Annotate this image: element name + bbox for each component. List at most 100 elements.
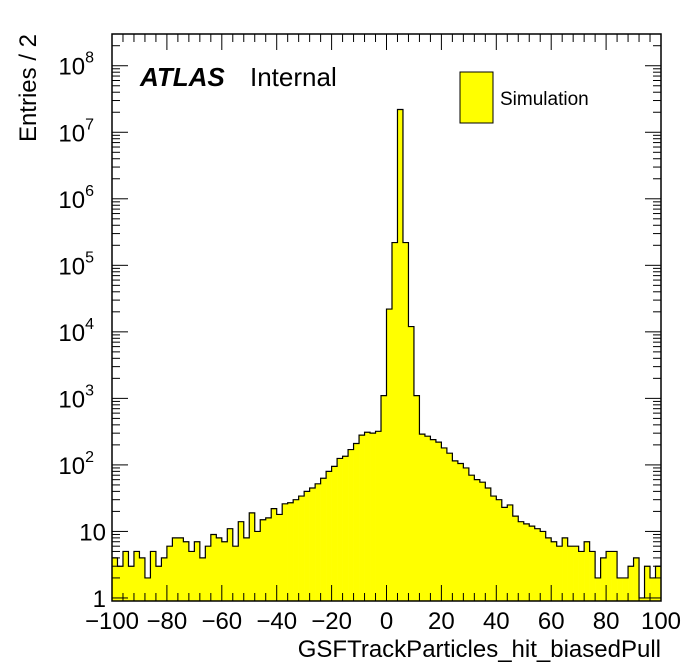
x-tick-labels: −100 −80 −60 −40 −20 0 20 40 60 80 100 bbox=[85, 608, 681, 635]
atlas-label: ATLAS bbox=[139, 62, 225, 92]
y-tick-label: 106 bbox=[58, 183, 94, 214]
histogram-bar bbox=[353, 443, 360, 601]
histogram-bar bbox=[606, 551, 612, 601]
histogram-bar bbox=[199, 557, 206, 601]
histogram-bar bbox=[650, 577, 656, 601]
histogram-bar bbox=[381, 395, 387, 601]
histogram-bar bbox=[584, 541, 590, 601]
histogram-bar bbox=[430, 439, 437, 601]
histogram-bar bbox=[397, 109, 404, 601]
histogram-bar bbox=[227, 528, 234, 601]
histogram-bar bbox=[639, 597, 645, 601]
x-tick-label: 40 bbox=[483, 608, 510, 635]
histogram-bar bbox=[205, 546, 212, 601]
histogram-bar bbox=[331, 466, 338, 601]
histogram-bar bbox=[210, 534, 217, 601]
histogram-bar bbox=[238, 521, 245, 601]
histogram-bar bbox=[446, 453, 453, 601]
x-tick-label: −40 bbox=[256, 608, 297, 635]
histogram-bar bbox=[232, 546, 239, 601]
histogram-outline bbox=[112, 108, 661, 599]
histogram-bar bbox=[633, 557, 640, 601]
histogram-bar bbox=[315, 483, 321, 601]
histogram-bar bbox=[320, 478, 327, 601]
histogram-bar bbox=[370, 433, 376, 601]
histogram-bar bbox=[408, 326, 415, 601]
histogram-bar bbox=[309, 487, 316, 601]
histogram-bar bbox=[342, 456, 349, 601]
histogram-bar bbox=[496, 499, 503, 601]
histogram-bar bbox=[507, 504, 514, 601]
histogram-bar bbox=[622, 577, 629, 601]
histogram-bar bbox=[595, 577, 601, 601]
histogram-bar bbox=[435, 442, 442, 601]
histogram-bar bbox=[128, 566, 135, 601]
histogram-bar bbox=[617, 577, 623, 601]
legend-entry-simulation: Simulation bbox=[500, 89, 589, 110]
histogram-bar bbox=[567, 546, 574, 601]
histogram-bar bbox=[112, 557, 118, 601]
histogram-bar bbox=[518, 521, 525, 601]
histogram-bar bbox=[287, 502, 294, 601]
histogram-bar bbox=[485, 487, 492, 601]
histogram-bar bbox=[177, 537, 184, 601]
histogram-bar bbox=[441, 447, 448, 601]
histogram-bar bbox=[457, 463, 464, 601]
x-tick-label: 0 bbox=[380, 608, 393, 635]
x-tick-label: −60 bbox=[201, 608, 242, 635]
histogram-bar bbox=[391, 242, 398, 602]
histogram-bar bbox=[282, 503, 288, 601]
histogram-bar bbox=[117, 566, 124, 601]
histogram-bar bbox=[589, 551, 596, 601]
histogram-bar bbox=[166, 546, 173, 601]
y-tick-label: 10 bbox=[79, 519, 106, 546]
histogram-bar bbox=[600, 557, 607, 601]
y-tick-label: 105 bbox=[58, 249, 94, 280]
histogram-bar bbox=[468, 475, 475, 601]
histogram-bar bbox=[644, 566, 651, 601]
histogram-bar bbox=[298, 496, 305, 601]
histogram-bar bbox=[611, 551, 618, 601]
histogram-bar bbox=[364, 432, 371, 601]
histogram-bar bbox=[479, 482, 486, 601]
histogram-bar bbox=[523, 523, 530, 601]
x-tick-label: 80 bbox=[593, 608, 620, 635]
histogram-bar bbox=[413, 395, 420, 601]
histogram-bar bbox=[529, 526, 536, 601]
histogram-bar bbox=[254, 531, 261, 601]
y-tick-labels: 1 10 102 103 104 105 106 107 108 bbox=[58, 50, 106, 613]
histogram-bar bbox=[562, 537, 568, 601]
histogram-bar bbox=[221, 541, 228, 601]
histogram-bar bbox=[150, 551, 157, 601]
y-axis-title: Entries / 2 bbox=[15, 34, 42, 142]
histogram-bar bbox=[139, 557, 146, 601]
histogram-bar bbox=[337, 458, 343, 601]
histogram-bar bbox=[155, 566, 162, 601]
histogram-bar bbox=[545, 537, 552, 601]
histogram-bar bbox=[293, 499, 299, 601]
x-tick-label: −100 bbox=[85, 608, 139, 635]
histogram-bar bbox=[249, 512, 256, 601]
histogram-bar bbox=[348, 449, 354, 601]
histogram-bars bbox=[112, 109, 662, 602]
histogram-bar bbox=[183, 541, 190, 601]
histogram-bar bbox=[161, 557, 168, 601]
histogram-bar bbox=[276, 514, 283, 601]
histogram-bar bbox=[573, 546, 579, 601]
histogram-bar bbox=[304, 491, 310, 601]
x-tick-label: −20 bbox=[311, 608, 352, 635]
histogram-bar bbox=[260, 519, 267, 601]
histogram-bar bbox=[419, 434, 426, 601]
histogram-bar bbox=[402, 242, 409, 602]
histogram-bar bbox=[474, 479, 481, 601]
histogram-bar bbox=[540, 531, 547, 601]
histogram-bar bbox=[386, 309, 393, 601]
histogram-bar bbox=[578, 551, 585, 601]
histogram-bar bbox=[188, 551, 195, 601]
histogram-bar bbox=[551, 541, 557, 601]
y-tick-label: 103 bbox=[58, 382, 94, 413]
histogram-bar bbox=[490, 496, 497, 601]
histogram-bar bbox=[243, 537, 250, 601]
x-tick-label: 100 bbox=[641, 608, 681, 635]
